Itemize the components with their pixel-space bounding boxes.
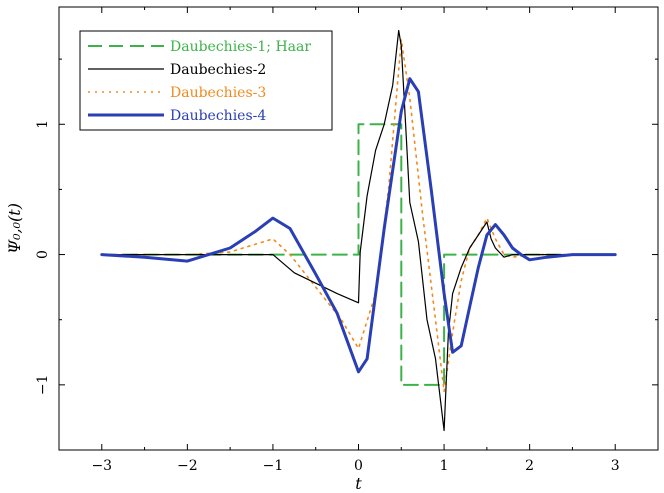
x-tick-label: −2 [177, 458, 198, 474]
y-tick-label: 1 [35, 120, 51, 129]
x-tick-label: 2 [525, 458, 534, 474]
x-axis-label: t [355, 474, 362, 493]
tick-layer: −3 −2 −1 0 1 2 3 −1 0 1 [35, 7, 659, 474]
y-axis-label: Ψ₀,₀(t) [5, 203, 24, 254]
x-tick-label: 0 [354, 458, 363, 474]
x-tick-label: 1 [440, 458, 449, 474]
y-tick-label: −1 [35, 375, 51, 396]
y-tick-label: 0 [35, 250, 51, 259]
legend-label-3: Daubechies-3 [170, 85, 266, 101]
legend-label-1: Daubechies-1; Haar [170, 39, 311, 55]
series-line-2 [101, 29, 616, 432]
legend-label-2: Daubechies-2 [170, 62, 266, 78]
legend: Daubechies-1; Haar Daubechies-2 Daubechies… [79, 30, 333, 131]
series-line-4 [100, 77, 617, 374]
legend-box [79, 30, 333, 131]
legend-label-4: Daubechies-4 [170, 108, 266, 124]
x-tick-label: −3 [91, 458, 112, 474]
series-layer [100, 29, 617, 432]
x-tick-label: 3 [611, 458, 620, 474]
series-line-1 [100, 123, 617, 386]
x-tick-label: −1 [263, 458, 284, 474]
